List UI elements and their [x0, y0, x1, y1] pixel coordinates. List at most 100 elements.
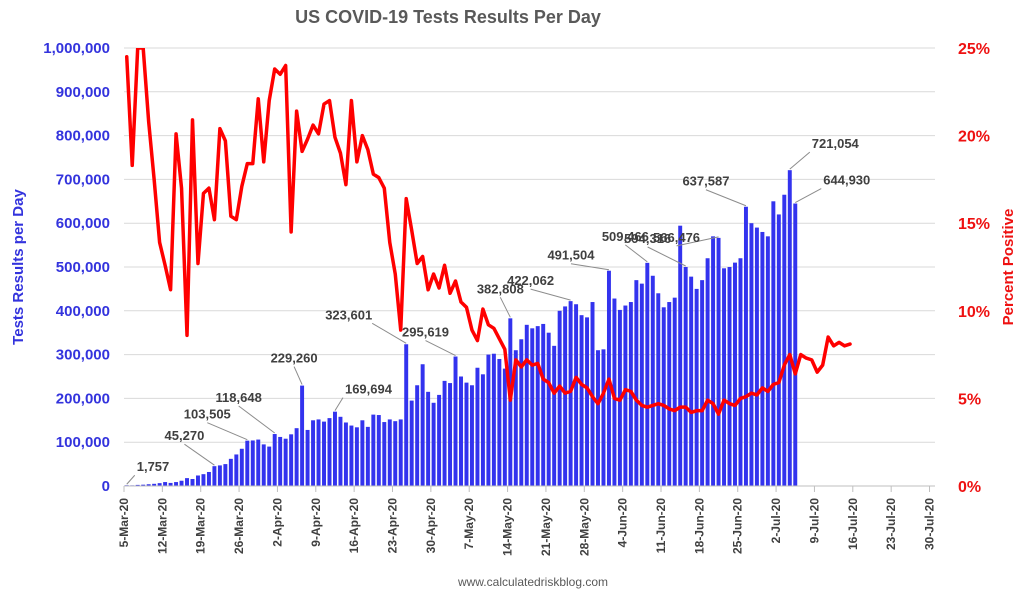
bar [289, 434, 294, 486]
bar [716, 237, 721, 486]
bar [760, 231, 765, 486]
annotation-leader [530, 288, 571, 301]
bar [727, 267, 732, 486]
y-tick-label-right: 25% [958, 41, 990, 58]
y-axis-label-right: Percent Positive [1000, 209, 1017, 326]
bar [190, 478, 195, 486]
bar [431, 402, 436, 486]
bar [508, 318, 513, 486]
bar [278, 436, 283, 486]
annotation-label: 566,476 [653, 230, 700, 245]
bar [311, 420, 316, 486]
bar [469, 385, 474, 486]
annotation-label: 594,316 [624, 231, 671, 246]
bar [678, 225, 683, 486]
x-tick-label: 16-Jul-20 [846, 498, 860, 550]
x-tick-label: 16-Apr-20 [347, 498, 361, 554]
bar [656, 293, 661, 486]
bar [453, 356, 458, 486]
bar [568, 301, 573, 486]
bar [212, 466, 217, 486]
bar [634, 280, 639, 486]
bar [426, 391, 431, 486]
x-tick-label: 2-Apr-20 [270, 498, 284, 547]
bar [365, 426, 370, 486]
x-tick-label: 12-Mar-20 [155, 498, 169, 554]
y-axis-label-left: Tests Results per Day [10, 189, 27, 345]
bar [585, 317, 590, 486]
bar [486, 354, 491, 486]
annotation-leader [795, 188, 822, 203]
bar [152, 483, 157, 486]
bar [475, 367, 480, 486]
bar [360, 420, 365, 486]
bar [459, 376, 463, 486]
bar-series [124, 170, 798, 487]
annotation-label: 637,587 [682, 174, 729, 189]
bar [667, 302, 672, 486]
x-tick-label: 23-Jul-20 [884, 498, 898, 550]
x-tick-label: 11-Jun-20 [654, 498, 668, 554]
bar [267, 446, 272, 486]
bar [552, 345, 557, 486]
y-tick-label-right: 5% [958, 391, 981, 408]
annotation-leader [184, 443, 215, 466]
x-tick-label: 18-Jun-20 [692, 498, 706, 554]
y-tick-label-left: 100,000 [56, 434, 110, 451]
annotation-label: 1,757 [137, 459, 170, 474]
x-tick-label: 2-Jul-20 [769, 498, 783, 544]
bar [661, 307, 666, 486]
bar [327, 418, 332, 486]
x-tick-label: 30-Jul-20 [923, 498, 937, 550]
gridlines [124, 47, 935, 443]
bar [601, 349, 606, 486]
bar [672, 297, 677, 486]
bar [206, 471, 211, 486]
bar [179, 480, 184, 486]
bar [201, 474, 206, 486]
bar [754, 227, 759, 486]
bar [513, 350, 518, 486]
bar [437, 394, 442, 486]
bar [382, 422, 387, 486]
bar [146, 484, 151, 486]
x-tick-label: 9-Apr-20 [309, 498, 323, 547]
bar [733, 262, 737, 486]
annotation-leader [789, 151, 811, 170]
y-tick-label-right: 20% [958, 129, 990, 146]
annotation-label: 45,270 [165, 428, 205, 443]
x-tick-label: 5-Mar-20 [117, 498, 131, 548]
bar [541, 323, 546, 486]
x-tick-label: 26-Mar-20 [232, 498, 246, 554]
bar [519, 339, 524, 486]
bar [650, 275, 655, 486]
percent-positive-line [124, 48, 852, 416]
bar [135, 484, 140, 486]
y-tick-label-left: 900,000 [56, 84, 110, 101]
annotation-leader [293, 366, 303, 385]
y-tick-label-left: 0 [102, 478, 110, 495]
annotation-leader [705, 189, 747, 207]
bar [256, 439, 261, 486]
annotation-leader [625, 244, 648, 263]
bar [743, 206, 748, 487]
bar [480, 374, 485, 486]
annotation-label: 422,062 [507, 273, 554, 288]
bar [387, 419, 392, 486]
annotation-leader [207, 422, 248, 441]
y-tick-label-right: 10% [958, 304, 990, 321]
x-tick-label: 4-Jun-20 [616, 498, 630, 548]
annotation-leader [570, 263, 610, 271]
bar [639, 283, 644, 486]
bar [398, 419, 403, 486]
y-tick-label-right: 15% [958, 216, 990, 233]
annotation-leader [334, 397, 344, 411]
annotation-leader [238, 405, 275, 434]
bar [371, 414, 376, 486]
bar [623, 305, 628, 486]
annotation-label: 118,648 [216, 390, 262, 405]
bar [272, 434, 277, 486]
bar [196, 475, 200, 486]
